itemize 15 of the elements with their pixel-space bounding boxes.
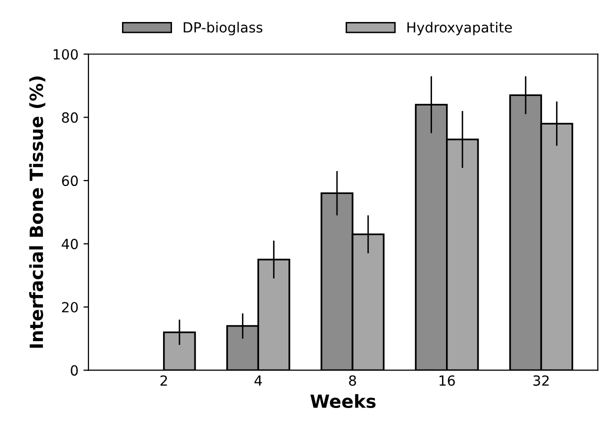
- y-tick-label: 20: [62, 302, 78, 312]
- legend-label: DP-bioglass: [184, 22, 262, 36]
- y-tick-label: 100: [54, 49, 78, 60]
- y-tick-label: 0: [70, 365, 78, 376]
- y-tick-label: 60: [62, 176, 78, 186]
- legend-label: Hydroxyapatite: [407, 22, 512, 36]
- y-tick-label: 40: [62, 238, 78, 250]
- x-tick-label: 8: [349, 375, 356, 386]
- y-tick-label: 80: [62, 112, 78, 123]
- x-tick-label: 16: [440, 375, 455, 386]
- x-tick-label: 32: [533, 375, 549, 386]
- y-axis-title: Interfacial Bone Tissue (%): [29, 76, 46, 348]
- x-tick-label: 2: [160, 375, 167, 386]
- x-axis-title: Weeks: [310, 394, 376, 408]
- x-tick-label: 4: [254, 376, 262, 386]
